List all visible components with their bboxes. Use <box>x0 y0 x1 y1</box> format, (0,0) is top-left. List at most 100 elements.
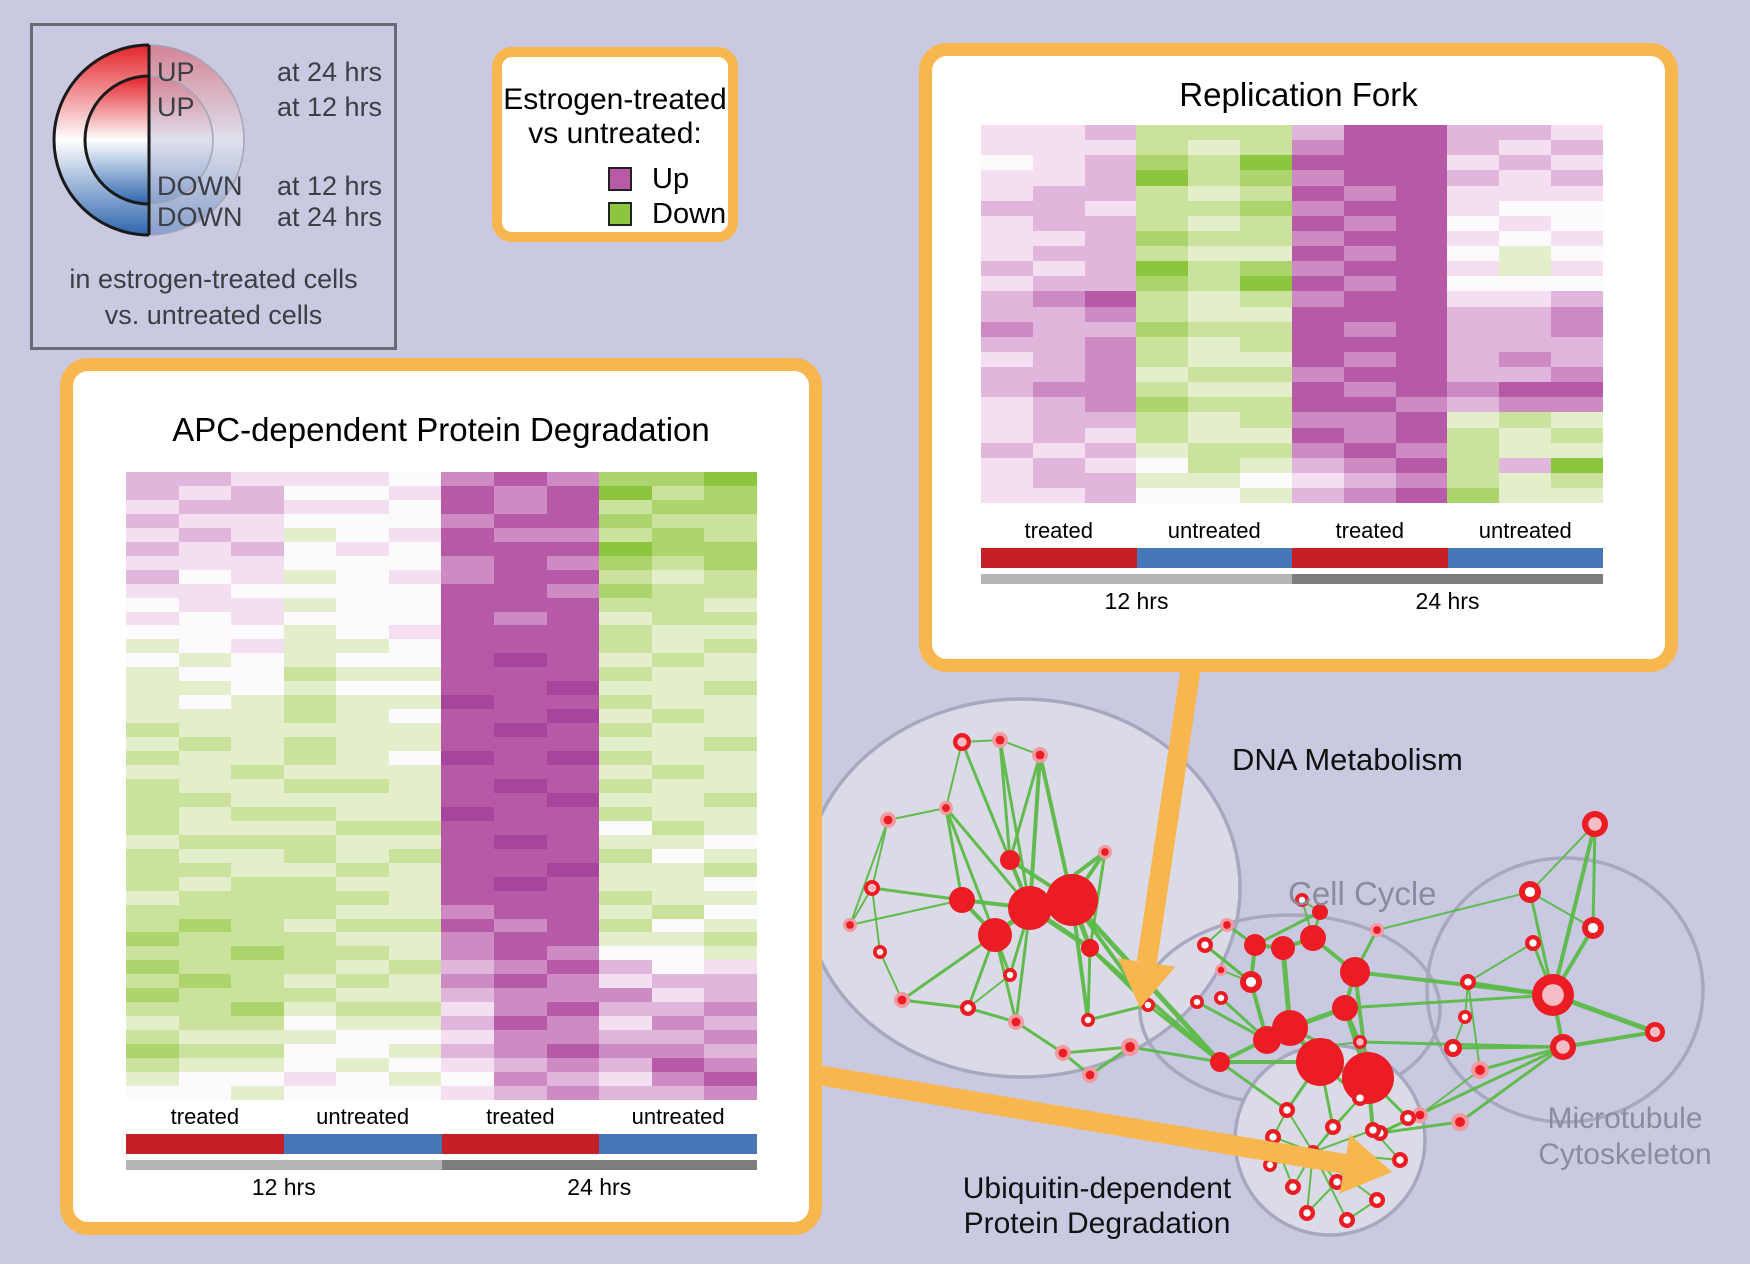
heatmap-cell <box>1447 291 1500 307</box>
network-node <box>1197 937 1213 953</box>
heatmap-cell <box>1291 321 1344 337</box>
heatmap-cell <box>283 472 337 486</box>
heatmap-cell <box>441 1071 495 1086</box>
heatmap-cell <box>231 946 284 961</box>
heatmap-row <box>126 862 757 877</box>
network-node <box>1295 893 1309 907</box>
heatmap-row <box>981 367 1603 383</box>
heatmap-cell <box>1343 155 1396 171</box>
heatmap-row <box>126 583 757 598</box>
heatmap-cell <box>599 988 652 1003</box>
heatmap-cell <box>704 1058 757 1072</box>
heatmap-cell <box>441 1085 495 1100</box>
heatmap-cell <box>231 1071 284 1086</box>
heatmap-cell <box>494 974 547 989</box>
heatmap-cell <box>1136 215 1189 231</box>
heatmap-cell <box>704 555 757 570</box>
heatmap-cell <box>231 1085 284 1100</box>
heatmap-cell <box>283 569 337 584</box>
heatmap-cell <box>651 765 705 779</box>
heatmap-cell <box>1447 488 1500 504</box>
heatmap-row <box>126 681 757 696</box>
heatmap-cell <box>1032 367 1085 383</box>
heatmap-cell <box>1343 457 1396 473</box>
heatmap-cell <box>1499 125 1552 141</box>
apc-time-bars <box>126 1160 757 1170</box>
heatmap-cell <box>1551 457 1603 473</box>
heatmap-cell <box>1395 215 1448 231</box>
heatmap-cell <box>651 1016 705 1031</box>
heatmap-cell <box>494 876 547 891</box>
heatmap-cell <box>441 834 495 849</box>
heatmap-cell <box>494 541 547 556</box>
heatmap-cell <box>599 904 652 919</box>
heatmap-cell <box>494 946 547 961</box>
heatmap-cell <box>1084 427 1137 443</box>
heatmap-row <box>981 230 1603 246</box>
heatmap-cell <box>1551 261 1603 277</box>
heatmap-cell <box>651 1044 705 1059</box>
heatmap-cell <box>388 1030 442 1045</box>
heatmap-cell <box>126 765 179 779</box>
heatmap-cell <box>126 527 179 542</box>
heatmap-cell <box>1084 457 1137 473</box>
network-node <box>1300 925 1326 951</box>
heatmap-cell <box>388 765 442 779</box>
heatmap-cell <box>651 583 705 598</box>
heatmap-cell <box>494 472 547 486</box>
heatmap-cell <box>1032 170 1085 186</box>
heatmap-cell <box>1447 261 1500 277</box>
heatmap-cell <box>704 848 757 863</box>
heatmap-cell <box>1240 472 1292 488</box>
heatmap-cell <box>494 527 547 542</box>
heatmap-cell <box>981 321 1033 337</box>
heatmap-cell <box>388 667 442 682</box>
heatmap-cell <box>1188 230 1241 246</box>
heatmap-cell <box>1291 427 1344 443</box>
network-node <box>992 732 1008 748</box>
heatmap-cell <box>494 737 547 752</box>
heatmap-cell <box>1343 185 1396 201</box>
heatmap-cell <box>494 1085 547 1100</box>
heatmap-row <box>126 653 757 668</box>
heatmap-cell <box>494 751 547 766</box>
replication-fork-title: Replication Fork <box>1179 76 1418 113</box>
heatmap-cell <box>126 988 179 1003</box>
heatmap-cell <box>178 527 232 542</box>
heatmap-cell <box>231 695 284 710</box>
heatmap-cell <box>651 974 705 989</box>
heatmap-cell <box>494 653 547 668</box>
rf-bar-24hrs <box>1292 574 1603 584</box>
up-24-dir: UP <box>157 57 195 87</box>
network-node <box>880 812 896 828</box>
heatmap-cell <box>1188 140 1241 156</box>
heatmap-cell <box>283 667 337 682</box>
heatmap-cell <box>704 751 757 766</box>
heatmap-cell <box>336 890 389 905</box>
heatmap-cell <box>1551 427 1603 443</box>
heatmap-cell <box>1291 306 1344 322</box>
apc-panel: APC-dependent Protein Degradation treate… <box>60 358 822 1235</box>
heatmap-cell <box>599 1030 652 1045</box>
heatmap-cell <box>178 709 232 724</box>
heatmap-cell <box>1343 230 1396 246</box>
heatmap-cell <box>704 527 757 542</box>
network-node <box>1296 1038 1344 1086</box>
rf-bar-treated-12 <box>981 548 1137 568</box>
network-node <box>953 733 971 751</box>
rf-group-labels: treated untreated treated untreated <box>981 518 1603 544</box>
heatmap-cell <box>494 1058 547 1072</box>
heatmap-cell <box>651 1002 705 1017</box>
rf-group-label: treated <box>1024 518 1094 543</box>
heatmap-cell <box>441 653 495 668</box>
heatmap-cell <box>494 723 547 738</box>
heatmap-cell <box>283 988 337 1003</box>
network-node <box>1342 1052 1394 1104</box>
heatmap-cell <box>494 1030 547 1045</box>
heatmap-cell <box>1240 140 1292 156</box>
heatmap-cell <box>231 597 284 612</box>
heatmap-cell <box>1343 276 1396 292</box>
microtubule-cluster <box>1425 856 1705 1124</box>
heatmap-cell <box>981 472 1033 488</box>
heatmap-cell <box>494 597 547 612</box>
